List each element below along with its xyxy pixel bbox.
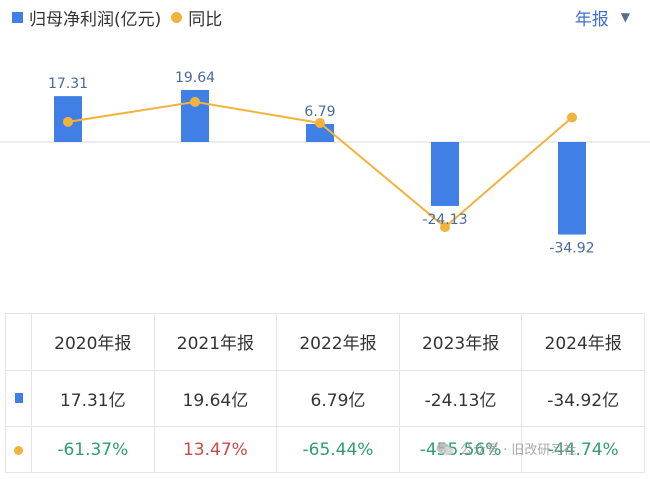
column-header-2020: 2020年报 — [31, 313, 155, 371]
table-header-row: 2020年报 2021年报 2022年报 2023年报 2024年报 — [5, 313, 645, 371]
profit-row-marker — [5, 369, 32, 428]
profit-cell-2024: -34.92亿 — [521, 369, 645, 428]
profit-chart: 17.31 19.64 6.79 -24.13 -34.92 — [0, 70, 650, 257]
column-header-2023: 2023年报 — [398, 313, 523, 371]
bar-value-label-3: -24.13 — [422, 212, 467, 228]
bar-4 — [558, 142, 586, 235]
line-marker-icon — [14, 445, 23, 455]
bar-legend-label: 归母净利润(亿元) — [29, 9, 162, 30]
chevron-down-icon: ▼ — [620, 10, 630, 24]
yoy-point-4 — [567, 112, 577, 123]
line-legend-label: 同比 — [188, 9, 223, 30]
wechat-icon — [436, 442, 454, 455]
bar-marker-icon — [14, 393, 23, 404]
data-table: 2020年报 2021年报 2022年报 2023年报 2024年报 17.31… — [5, 313, 645, 473]
bar-value-label-0: 17.31 — [48, 76, 88, 92]
column-header-2022: 2022年报 — [276, 313, 400, 371]
yoy-cell-2021: 13.47% — [153, 426, 278, 473]
profit-cell-2020: 17.31亿 — [31, 369, 155, 428]
bar-legend-marker — [12, 11, 23, 23]
yoy-cell-2022: -65.44% — [276, 426, 400, 473]
yoy-cell-2024: -44.74% — [521, 426, 645, 473]
yoy-point-3 — [440, 222, 450, 233]
column-header-2024: 2024年报 — [521, 313, 645, 371]
line-legend-marker — [171, 11, 183, 23]
bar-value-label-1: 19.64 — [175, 70, 215, 86]
yoy-cell-2020: -61.37% — [31, 426, 155, 473]
bar-value-label-2: 6.79 — [304, 104, 335, 120]
period-dropdown-label: 年报 — [574, 9, 609, 30]
watermark: 公众号 · 旧改研习社 — [436, 439, 576, 458]
profit-cell-2023: -24.13亿 — [398, 369, 523, 428]
column-header-2021: 2021年报 — [153, 313, 278, 371]
period-dropdown[interactable]: 年报 ▼ — [574, 6, 630, 30]
table-corner-cell — [5, 313, 32, 371]
yoy-row-marker — [5, 426, 32, 473]
bar-value-label-4: -34.92 — [549, 241, 594, 257]
yoy-point-2 — [315, 117, 325, 128]
profit-cell-2022: 6.79亿 — [276, 369, 400, 428]
chart-legend: 归母净利润(亿元) 同比 — [12, 6, 223, 30]
yoy-point-0 — [63, 116, 73, 127]
profit-row: 17.31亿 19.64亿 6.79亿 -24.13亿 -34.92亿 — [5, 369, 645, 428]
profit-cell-2021: 19.64亿 — [153, 369, 278, 428]
yoy-point-1 — [190, 96, 200, 107]
watermark-text: 公众号 · 旧改研习社 — [460, 443, 577, 458]
bar-3 — [431, 142, 459, 206]
